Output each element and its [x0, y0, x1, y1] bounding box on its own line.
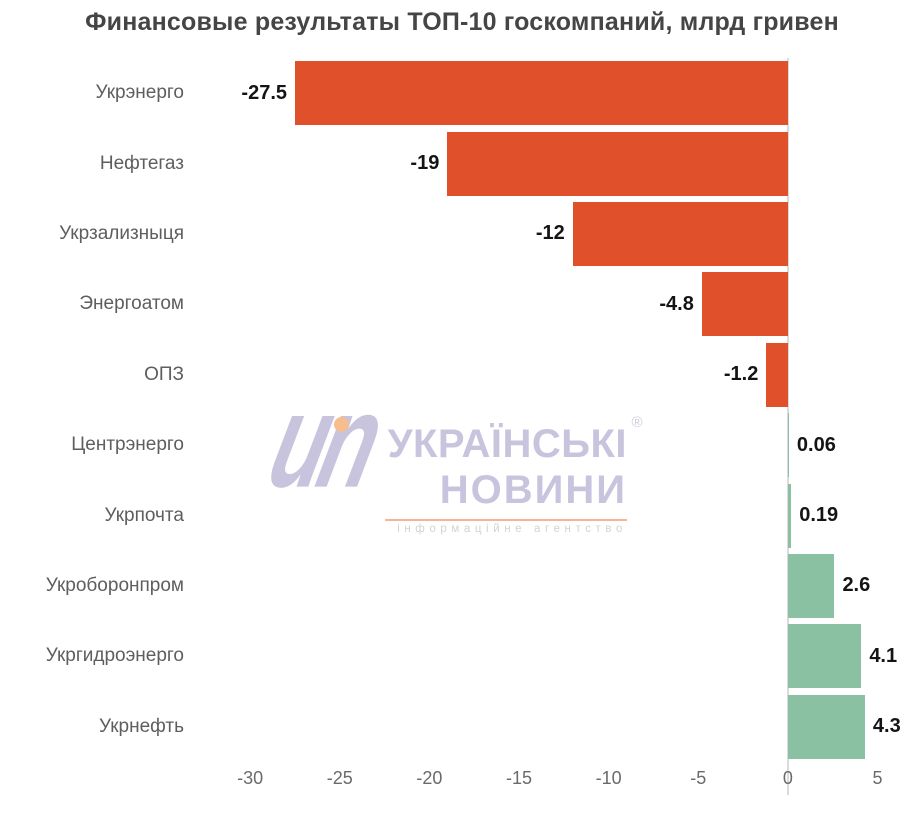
bar [572, 202, 788, 266]
plot-area: -27.5 -19 -12 -4.8 -1.2 0.06 0.19 2.6 4.1 4.3 [200, 58, 901, 795]
value-label: 4.1 [869, 644, 898, 667]
category-labels: Укрэнерго Нефтегаз Укрзализныця Энергоатом О… [0, 58, 192, 762]
category-label: Укрзализныця [59, 222, 184, 244]
x-tick-label: -20 [416, 768, 443, 788]
category-label: Укрэнерго [95, 82, 185, 104]
watermark: un УКРАЇНСЬКІ ® НОВИНИ інформаційне агент… [255, 367, 643, 540]
value-label: -27.5 [241, 81, 287, 104]
category-label: Нефтегаз [99, 152, 184, 174]
logo-dot-icon [334, 417, 349, 432]
watermark-line1: УКРАЇНСЬКІ ® [387, 414, 643, 466]
bar [447, 131, 788, 196]
x-tick-label: -5 [690, 768, 707, 788]
category-label: Энергоатом [79, 293, 184, 315]
value-label: -19 [410, 152, 440, 175]
value-label: 2.6 [842, 574, 871, 597]
watermark-underline [385, 519, 627, 521]
x-tick-label: 0 [782, 768, 793, 788]
value-label: -1.2 [723, 363, 759, 386]
x-tick-label: -30 [237, 768, 264, 788]
watermark-text: УКРАЇНСЬКІ ® НОВИНИ інформаційне агентств… [385, 414, 643, 535]
x-axis: -30 -25 -20 -15 -10 -5 0 5 [200, 768, 890, 798]
bar [787, 413, 789, 478]
category-label: Укргидроэнерго [45, 645, 184, 667]
category-label: ОПЗ [144, 363, 184, 385]
bar [787, 483, 792, 548]
bar [766, 342, 788, 407]
value-label: -4.8 [659, 292, 694, 315]
x-tick-label: -10 [595, 768, 622, 788]
category-label: Центрэнерго [71, 434, 184, 456]
chart-title: Финансовые результаты ТОП-10 госкомпаний… [85, 8, 839, 36]
x-tick-label: -15 [505, 768, 533, 788]
value-label: -12 [535, 222, 565, 245]
bar [787, 624, 862, 689]
value-label: 4.3 [872, 715, 901, 738]
bar [701, 272, 788, 337]
bar [787, 694, 865, 759]
value-label: 0.06 [796, 433, 836, 456]
registered-trademark-icon: ® [631, 414, 643, 431]
x-tick-label: -25 [326, 768, 353, 788]
watermark-tagline: інформаційне агентство [397, 523, 627, 535]
value-label: 0.19 [799, 504, 839, 527]
category-label: Укрпочта [104, 504, 185, 526]
category-label: Укрнефть [99, 715, 184, 737]
category-label: Укроборонпром [45, 574, 184, 596]
watermark-line2: НОВИНИ [439, 468, 627, 512]
bar [787, 554, 835, 618]
bar [294, 61, 788, 126]
x-tick-label: 5 [872, 768, 883, 788]
